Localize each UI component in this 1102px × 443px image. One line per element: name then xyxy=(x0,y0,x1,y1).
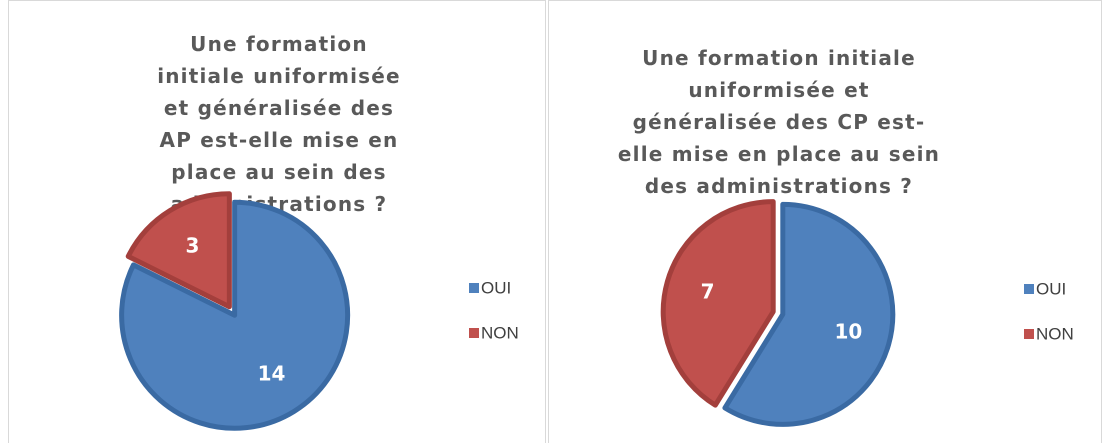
legend-label: NON xyxy=(1036,324,1074,343)
pie-slice xyxy=(722,201,896,427)
pie-slice xyxy=(119,199,351,431)
data-label: 3 xyxy=(186,234,200,258)
pie-chart: 10 7 OUI NON xyxy=(660,199,1074,427)
data-label: 14 xyxy=(258,361,286,385)
pie-slice xyxy=(125,191,232,310)
chart-title: Une formation initiale uniformisée et gé… xyxy=(157,32,401,216)
chart-title: Une formation initiale uniformisée et gé… xyxy=(617,46,941,198)
legend-label: OUI xyxy=(1036,279,1066,298)
legend-label: NON xyxy=(481,323,519,342)
chart-panel: Une formation initiale uniformisée et gé… xyxy=(548,0,1102,443)
chart-panel: Une formation initiale uniformisée et gé… xyxy=(8,0,546,443)
legend-label: OUI xyxy=(481,278,511,297)
legend-swatch xyxy=(1024,329,1034,339)
data-label: 7 xyxy=(701,279,715,303)
legend-swatch xyxy=(469,328,479,338)
pie-chart: 14 3 OUI NON xyxy=(119,191,519,431)
pie-slice xyxy=(660,199,776,408)
legend-swatch xyxy=(469,283,479,293)
legend-swatch xyxy=(1024,284,1034,294)
data-label: 10 xyxy=(834,320,862,344)
